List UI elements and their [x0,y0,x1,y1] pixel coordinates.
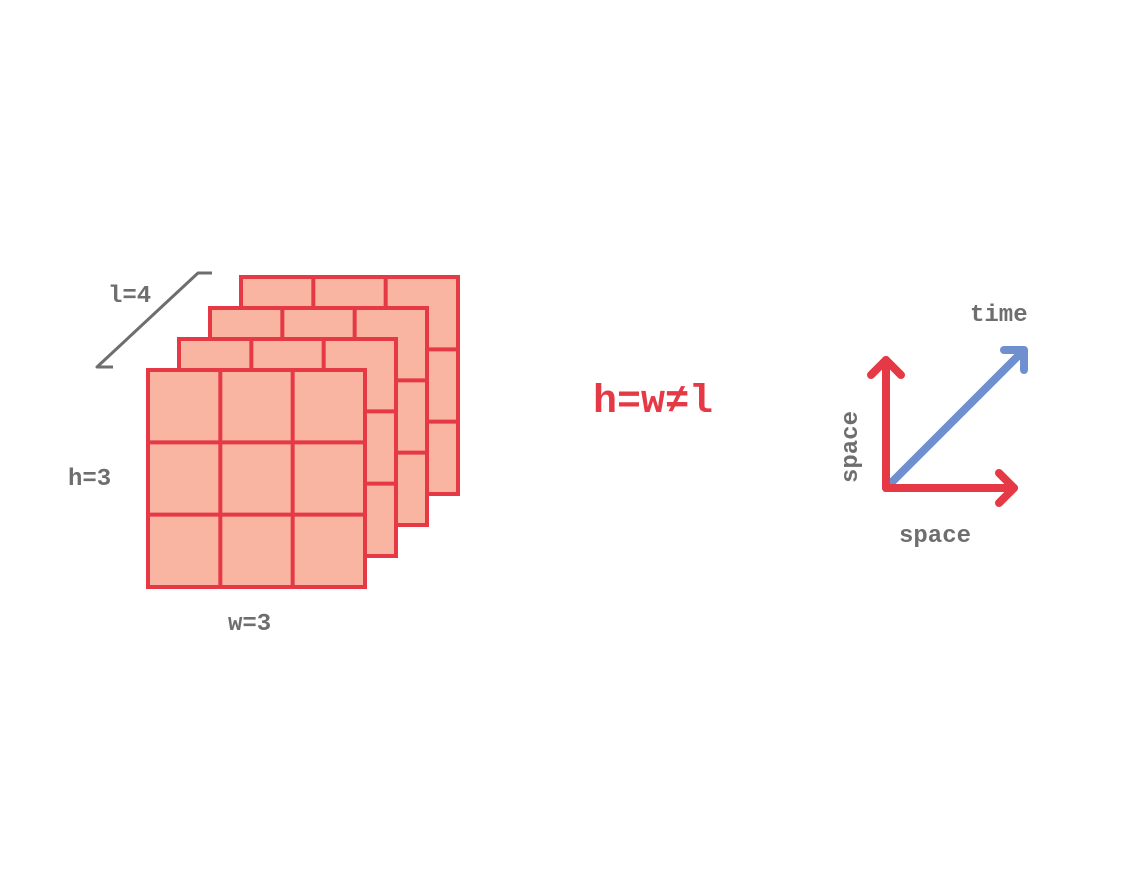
width-label: w=3 [228,611,271,638]
space-horizontal-axis-arrow [882,469,1018,507]
equation-label: h=w≠l [593,380,713,425]
time-axis-arrow [882,346,1028,492]
space-horizontal-axis-label: space [899,523,971,550]
time-axis-label: time [970,302,1028,329]
grid-layer-1 [146,368,367,589]
height-label: h=3 [68,466,111,493]
depth-indicator-line [95,271,212,369]
depth-label: l=4 [108,283,151,310]
space-vertical-axis-label: space [838,411,865,483]
axes [867,346,1028,507]
space-vertical-axis-arrow [867,356,905,492]
grid-layers [146,275,460,589]
